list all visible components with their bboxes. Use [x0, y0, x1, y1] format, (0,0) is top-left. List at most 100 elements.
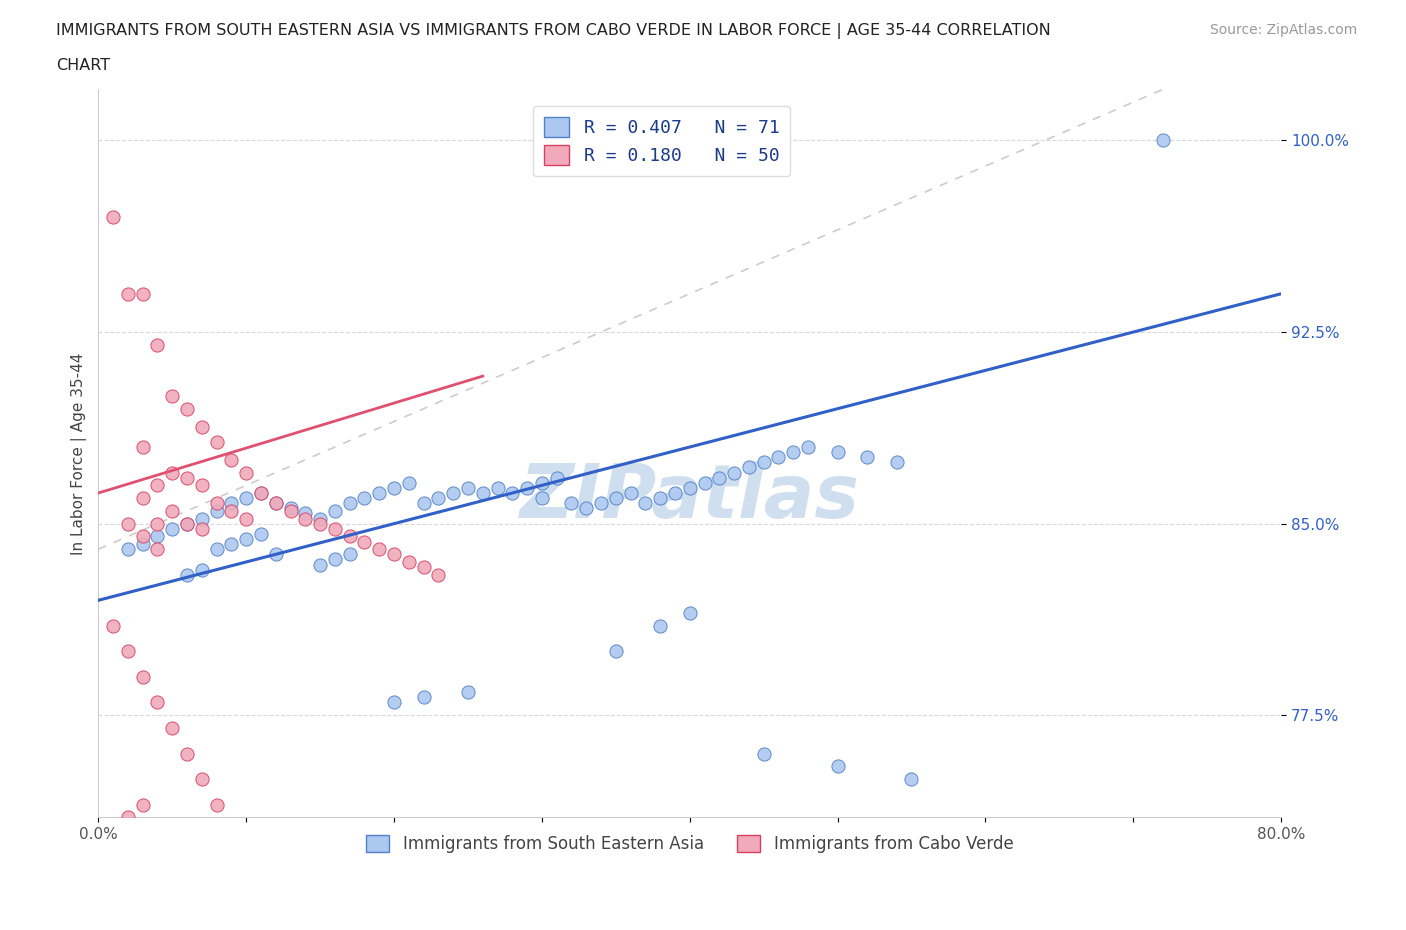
Text: IMMIGRANTS FROM SOUTH EASTERN ASIA VS IMMIGRANTS FROM CABO VERDE IN LABOR FORCE : IMMIGRANTS FROM SOUTH EASTERN ASIA VS IM… [56, 23, 1052, 39]
Point [368, 485, 391, 500]
Point [605, 644, 627, 658]
Point [353, 491, 375, 506]
Point [235, 465, 257, 480]
Point [382, 481, 405, 496]
Point [162, 465, 184, 480]
Point [280, 501, 302, 516]
Point [752, 455, 775, 470]
Point [294, 506, 316, 521]
Point [205, 542, 228, 557]
Point [797, 440, 820, 455]
Point [221, 452, 243, 467]
Point [856, 450, 879, 465]
Point [368, 542, 391, 557]
Point [146, 338, 169, 352]
Point [575, 501, 598, 516]
Point [264, 547, 287, 562]
Point [782, 445, 804, 459]
Point [162, 389, 184, 404]
Y-axis label: In Labor Force | Age 35-44: In Labor Force | Age 35-44 [72, 352, 87, 554]
Point [650, 491, 672, 506]
Point [146, 529, 169, 544]
Point [176, 746, 198, 761]
Point [191, 478, 214, 493]
Point [693, 475, 716, 490]
Point [398, 554, 420, 569]
Point [250, 526, 273, 541]
Point [131, 670, 153, 684]
Point [634, 496, 657, 511]
Point [427, 491, 450, 506]
Point [530, 475, 553, 490]
Point [516, 481, 538, 496]
Point [131, 286, 153, 301]
Point [131, 491, 153, 506]
Point [530, 491, 553, 506]
Point [619, 485, 641, 500]
Point [679, 605, 702, 620]
Point [664, 485, 686, 500]
Point [382, 547, 405, 562]
Point [280, 503, 302, 518]
Point [323, 503, 346, 518]
Point [264, 496, 287, 511]
Point [412, 496, 434, 511]
Point [323, 522, 346, 537]
Point [560, 496, 582, 511]
Point [205, 434, 228, 449]
Point [250, 485, 273, 500]
Text: CHART: CHART [56, 58, 110, 73]
Point [546, 471, 568, 485]
Point [339, 547, 361, 562]
Point [221, 496, 243, 511]
Point [457, 684, 479, 699]
Point [441, 485, 464, 500]
Point [235, 512, 257, 526]
Point [412, 560, 434, 575]
Point [117, 286, 139, 301]
Point [205, 797, 228, 812]
Text: ZIPatlas: ZIPatlas [520, 460, 859, 534]
Point [309, 512, 332, 526]
Point [738, 460, 761, 475]
Point [146, 478, 169, 493]
Point [191, 419, 214, 434]
Point [101, 618, 124, 633]
Point [176, 516, 198, 531]
Point [886, 455, 908, 470]
Point [191, 522, 214, 537]
Point [1152, 133, 1174, 148]
Point [323, 552, 346, 567]
Point [191, 772, 214, 787]
Point [471, 485, 494, 500]
Point [191, 563, 214, 578]
Point [650, 618, 672, 633]
Legend: Immigrants from South Eastern Asia, Immigrants from Cabo Verde: Immigrants from South Eastern Asia, Immi… [360, 829, 1021, 860]
Point [398, 475, 420, 490]
Point [162, 503, 184, 518]
Point [827, 445, 849, 459]
Point [131, 440, 153, 455]
Point [146, 695, 169, 710]
Point [339, 529, 361, 544]
Point [501, 485, 523, 500]
Point [117, 644, 139, 658]
Point [309, 516, 332, 531]
Point [900, 772, 922, 787]
Point [176, 567, 198, 582]
Point [117, 810, 139, 825]
Point [146, 516, 169, 531]
Point [176, 516, 198, 531]
Point [353, 534, 375, 549]
Point [382, 695, 405, 710]
Point [679, 481, 702, 496]
Point [768, 450, 790, 465]
Point [235, 491, 257, 506]
Point [723, 465, 745, 480]
Point [827, 759, 849, 774]
Point [117, 542, 139, 557]
Point [131, 529, 153, 544]
Point [589, 496, 612, 511]
Point [176, 471, 198, 485]
Point [412, 690, 434, 705]
